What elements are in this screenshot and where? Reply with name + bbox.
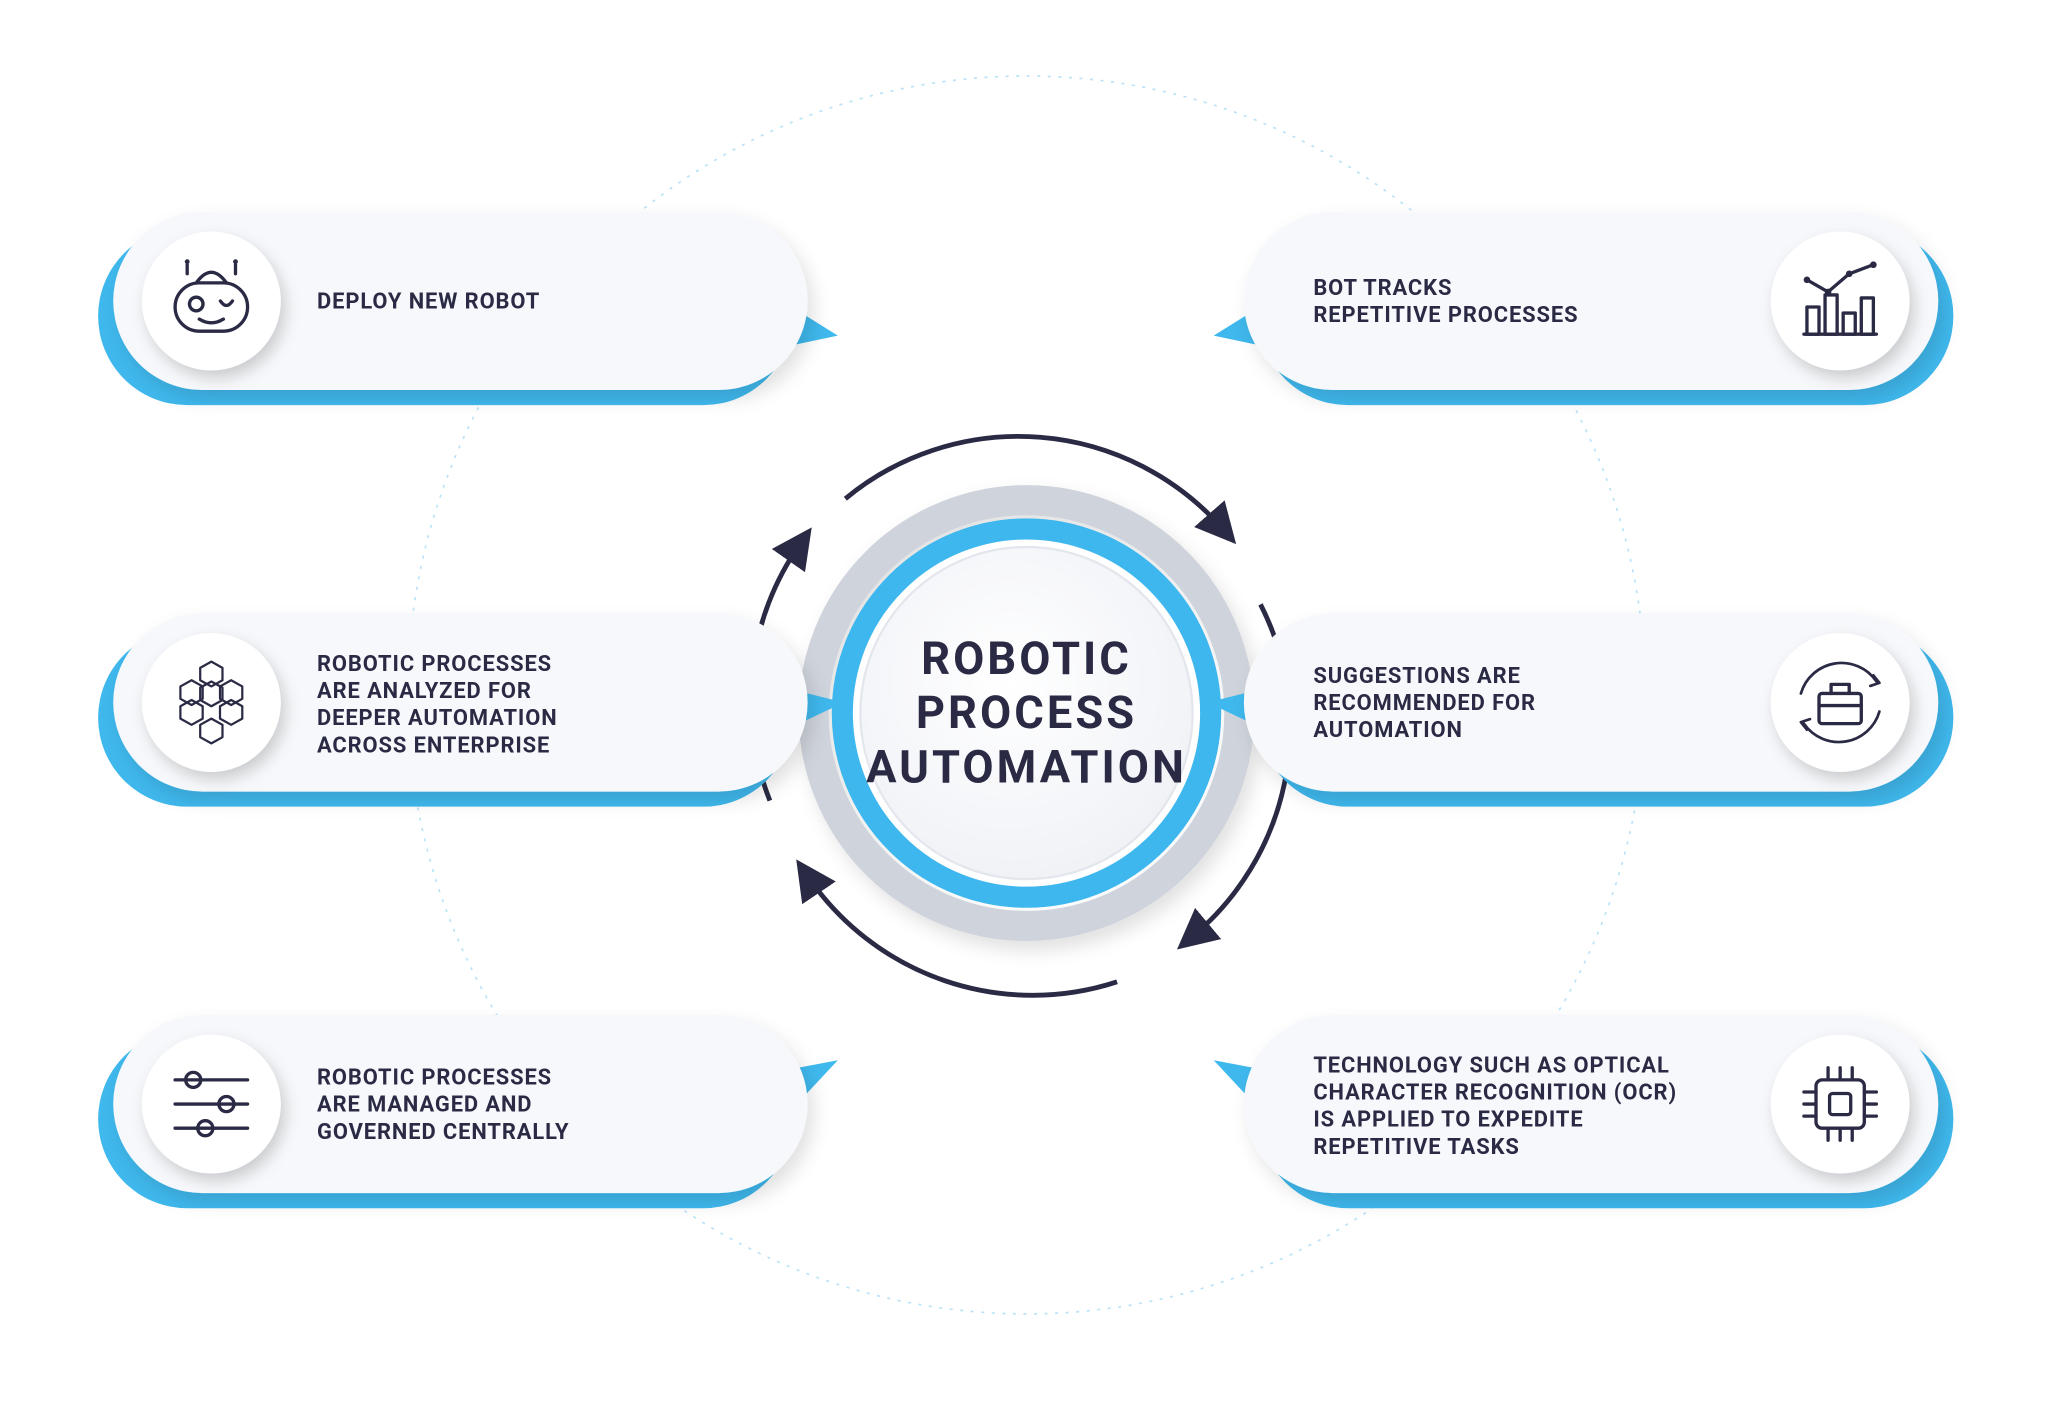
pill-deploy: DEPLOY NEW ROBOT	[98, 212, 838, 405]
pill-govern-text-0: ROBOTIC PROCESSES	[317, 1065, 552, 1090]
pill-govern-text-2: GOVERNED CENTRALLY	[317, 1120, 569, 1145]
pill-suggest-text-1: RECOMMENDED FOR	[1313, 691, 1536, 716]
pill-analyze-text-3: ACROSS ENTERPRISE	[317, 733, 550, 758]
pill-analyze-text-2: DEEPER AUTOMATION	[317, 706, 558, 731]
pill-govern: ROBOTIC PROCESSES ARE MANAGED AND GOVERN…	[98, 1015, 838, 1208]
center-title-3: AUTOMATION	[866, 742, 1187, 795]
pill-analyze-text-0: ROBOTIC PROCESSES	[317, 652, 552, 677]
pill-suggest: SUGGESTIONS ARE RECOMMENDED FOR AUTOMATI…	[1208, 613, 1954, 806]
center-hub: ROBOTIC PROCESS AUTOMATION	[814, 500, 1240, 926]
pill-govern-text-1: ARE MANAGED AND	[317, 1093, 532, 1118]
pill-analyze-text-1: ARE ANALYZED FOR	[317, 679, 532, 704]
pill-track: BOT TRACKS REPETITIVE PROCESSES	[1214, 212, 1954, 405]
pill-suggest-text-0: SUGGESTIONS ARE	[1313, 664, 1520, 689]
pill-track-text-1: REPETITIVE PROCESSES	[1313, 303, 1578, 328]
pill-ocr-text-3: REPETITIVE TASKS	[1313, 1135, 1519, 1160]
pill-ocr: TECHNOLOGY SUCH AS OPTICAL CHARACTER REC…	[1214, 1015, 1954, 1208]
pill-ocr-text-1: CHARACTER RECOGNITION (OCR)	[1313, 1081, 1677, 1106]
pill-suggest-text-2: AUTOMATION	[1313, 718, 1463, 743]
infographic-stage: ROBOTIC PROCESS AUTOMATION DEPLOY NEW RO…	[0, 0, 2053, 1402]
pill-ocr-text-0: TECHNOLOGY SUCH AS OPTICAL	[1313, 1053, 1669, 1078]
pill-ocr-text-2: IS APPLIED TO EXPEDITE	[1313, 1108, 1583, 1133]
pill-analyze: ROBOTIC PROCESSES ARE ANALYZED FOR DEEPE…	[98, 613, 844, 806]
pill-deploy-text-0: DEPLOY NEW ROBOT	[317, 290, 540, 315]
pill-track-text-0: BOT TRACKS	[1313, 276, 1452, 301]
center-title-1: ROBOTIC	[921, 633, 1132, 686]
center-title-2: PROCESS	[916, 687, 1137, 740]
